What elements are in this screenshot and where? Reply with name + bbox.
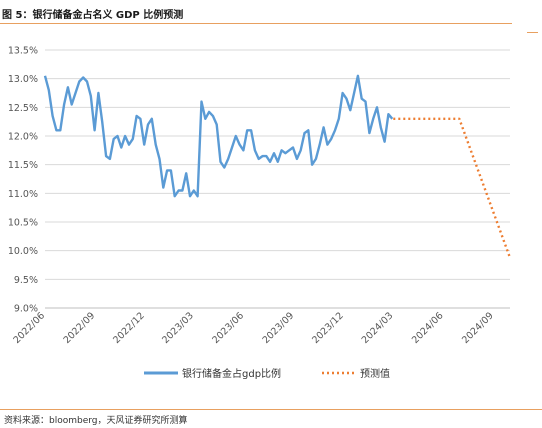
y-tick-label: 10.0% [8,246,38,257]
y-tick-label: 9.5% [14,275,38,286]
y-tick-label: 9.0% [14,304,38,315]
y-axis-ticks: 9.0% 9.5% 10.0% 10.5% 11.0% 11.5% 12.0% 12.5% 13… [8,46,38,315]
x-tick-label: 2024/03 [360,310,396,346]
grid-lines [45,49,510,280]
y-tick-label: 13.5% [8,46,38,57]
footer-divider [0,409,542,410]
forecast-line [393,117,511,257]
title-divider [0,23,512,24]
y-tick-label: 13.0% [8,74,38,85]
x-tick-label: 2022/09 [62,310,98,346]
y-tick-label: 10.5% [8,218,38,229]
series-layer [43,74,511,257]
legend-label-forecast: 预测值 [360,367,390,380]
y-tick-label: 12.5% [8,103,38,114]
y-tick-label: 11.5% [8,160,38,171]
x-tick-label: 2024/06 [410,310,446,346]
source-note: 资料来源：bloomberg，天风证券研究所测算 [4,416,188,426]
legend-label-actual: 银行储备金占gdp比例 [182,367,281,380]
x-tick-label: 2023/12 [310,310,346,346]
y-tick-label: 11.0% [8,189,38,200]
corner-mark [527,32,538,33]
x-tick-label: 2023/09 [261,310,297,346]
chart-title: 图 5：银行储备金占名义 GDP 比例预测 [2,10,184,21]
x-axis-ticks: 2022/06 2022/09 2022/12 2023/03 2023/06 2023/… [11,310,495,346]
x-tick-label: 2023/06 [210,310,246,346]
legend: 银行储备金占gdp比例 预测值 [144,367,390,380]
x-tick-label: 2022/06 [11,310,47,346]
x-tick-label: 2024/09 [460,310,496,346]
y-tick-label: 12.0% [8,132,38,143]
reserve-ratio-line [43,74,394,198]
x-tick-label: 2022/12 [111,310,147,346]
x-tick-label: 2023/03 [160,310,196,346]
